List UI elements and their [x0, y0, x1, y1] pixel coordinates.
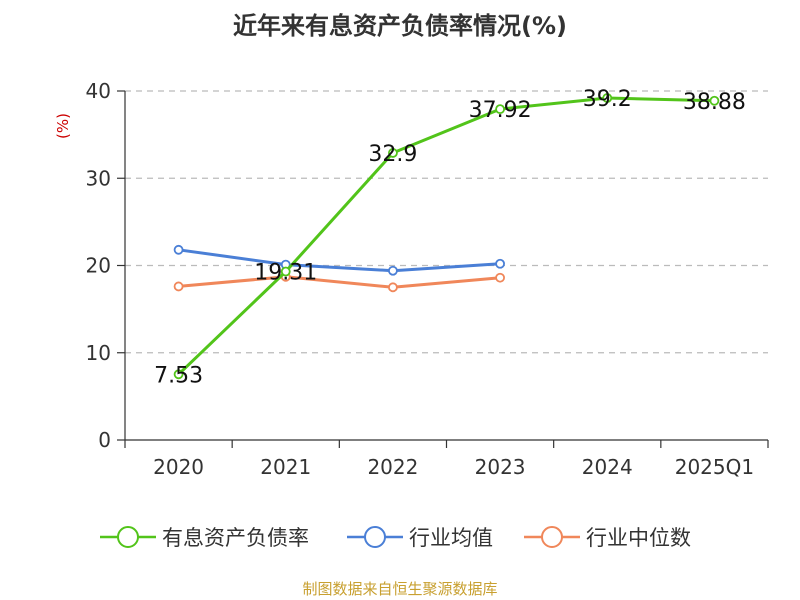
legend-label: 行业均值 [409, 526, 493, 550]
series-point-0 [173, 369, 184, 380]
legend-swatch-marker [117, 526, 139, 548]
x-tick-label: 2021 [260, 455, 311, 479]
x-tick-label: 2025Q1 [675, 455, 754, 479]
series-point-0 [709, 95, 720, 106]
series-point-0 [388, 148, 398, 158]
source-note: 制图数据来自恒生聚源数据库 [302, 580, 497, 598]
series-point-0 [602, 93, 613, 103]
data-label: 37.92 [469, 98, 532, 123]
data-label: 32.9 [368, 142, 417, 167]
data-label: 19.31 [254, 261, 317, 286]
legend: 有息资产负债率 行业均值 行业中位数 [100, 526, 691, 550]
y-tick-label: 0 [98, 428, 111, 452]
series-point-0 [280, 266, 291, 277]
data-labels: 7.53 19.31 32.9 37.92 39.2 38.88 [154, 87, 746, 388]
grid-lines [125, 90, 768, 354]
axes: 0 10 20 30 40 2020 2021 2022 2023 2024 2025Q1 [86, 79, 769, 479]
data-label: 38.88 [683, 90, 746, 115]
y-tick-label: 30 [86, 166, 111, 190]
series-point-1 [173, 244, 184, 255]
series-point-2 [388, 282, 398, 293]
data-label: 39.2 [583, 87, 632, 112]
y-tick-label: 10 [86, 341, 111, 365]
y-axis-unit-label: (%) [54, 113, 72, 139]
series-line-1 [178, 248, 501, 273]
series-line-2 [178, 275, 501, 289]
legend-label: 有息资产负债率 [162, 526, 309, 550]
legend-label: 行业中位数 [586, 526, 691, 550]
series-point-0 [495, 104, 505, 115]
x-tick-label: 2020 [153, 455, 204, 479]
y-tick-label: 20 [86, 254, 111, 278]
series-line-0 [177, 96, 715, 376]
x-tick-label: 2024 [582, 455, 633, 479]
legend-swatch-marker [541, 526, 563, 548]
series-point-1 [495, 258, 505, 269]
series-point-2 [173, 281, 184, 292]
series-point-2 [495, 272, 505, 283]
x-tick-label: 2023 [475, 455, 526, 479]
data-label: 7.53 [154, 363, 203, 388]
x-tick-label: 2022 [367, 455, 418, 479]
series-group [173, 93, 720, 380]
legend-swatch-marker [364, 526, 386, 548]
chart-title: 近年来有息资产负债率情况(%) [233, 12, 567, 40]
y-tick-label: 40 [86, 79, 111, 103]
series-point-1 [388, 265, 398, 276]
